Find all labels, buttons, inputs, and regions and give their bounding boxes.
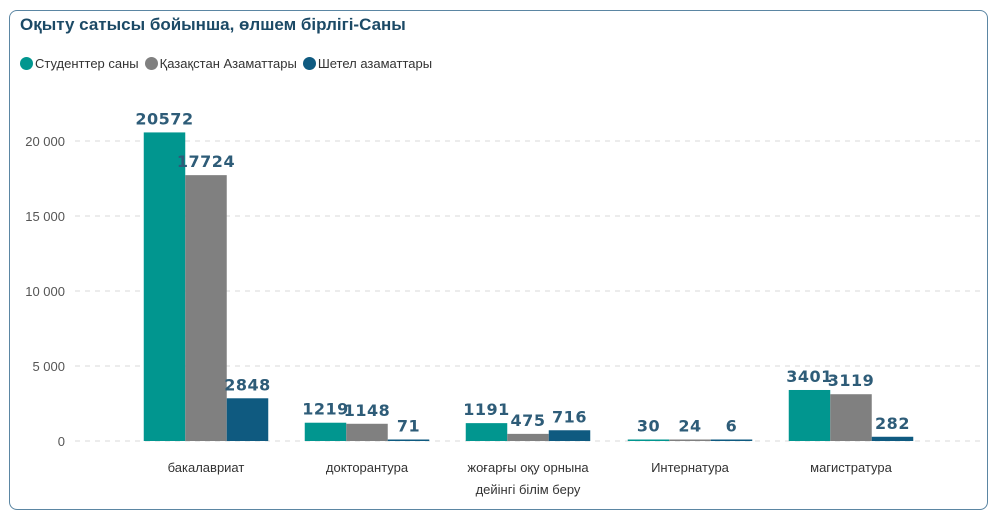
data-label: 20572	[135, 109, 193, 128]
data-label: 2848	[224, 375, 271, 394]
bar	[710, 439, 753, 441]
y-tick-label: 20 000	[25, 134, 65, 149]
chart-frame	[9, 10, 988, 510]
legend-dot	[144, 57, 158, 70]
legend-item-foreign[interactable]: Шетел азаматтары	[302, 56, 433, 71]
x-tick-label: бакалавриат	[168, 460, 245, 475]
x-tick-label: магистратура	[810, 460, 892, 475]
legend-item-kz-citizens[interactable]: Қазақстан Азаматтары	[144, 56, 297, 71]
chart-title: Оқыту сатысы бойынша, өлшем бірлігі-Саны	[20, 15, 406, 34]
data-label: 17724	[177, 152, 235, 171]
data-label: 71	[397, 417, 420, 436]
x-tick-label: жоғарғы оқу орнына	[467, 460, 589, 475]
legend: Студенттер саны Қазақстан Азаматтары Шет…	[20, 56, 432, 71]
x-tick-label: дейінгі білім беру	[476, 482, 581, 497]
legend-dot	[20, 57, 33, 70]
legend-label: Студенттер саны	[35, 56, 139, 71]
data-label: 716	[552, 407, 587, 426]
legend-label: Қазақстан Азаматтары	[159, 56, 297, 71]
legend-label: Шетел азаматтары	[317, 56, 433, 71]
bar	[185, 175, 227, 441]
y-tick-label: 15 000	[25, 209, 65, 224]
bar	[143, 132, 186, 442]
legend-dot	[302, 57, 316, 70]
bar	[304, 422, 347, 441]
bar	[465, 423, 508, 441]
data-label: 1191	[463, 400, 510, 419]
bar	[830, 394, 872, 441]
data-label: 3119	[828, 371, 875, 390]
y-tick-label: 10 000	[25, 284, 65, 299]
x-tick-label: докторантура	[326, 460, 409, 475]
bar	[507, 433, 549, 441]
data-label: 1219	[302, 400, 349, 419]
bar	[871, 436, 914, 441]
bar	[669, 439, 711, 441]
y-tick-label: 0	[58, 434, 65, 449]
bar	[226, 398, 269, 441]
data-label: 6	[726, 417, 738, 436]
data-label: 1148	[344, 401, 391, 420]
bar	[346, 423, 388, 441]
x-tick-label: Интернатура	[651, 460, 730, 475]
data-label: 282	[875, 414, 910, 433]
data-label: 475	[511, 411, 546, 430]
data-label: 3401	[786, 367, 833, 386]
bar	[627, 439, 670, 441]
bar	[548, 430, 591, 441]
bar	[788, 389, 831, 441]
data-label: 30	[637, 417, 660, 436]
legend-item-students[interactable]: Студенттер саны	[20, 56, 139, 71]
bar	[387, 439, 430, 441]
data-label: 24	[678, 417, 701, 436]
y-tick-label: 5 000	[32, 359, 65, 374]
